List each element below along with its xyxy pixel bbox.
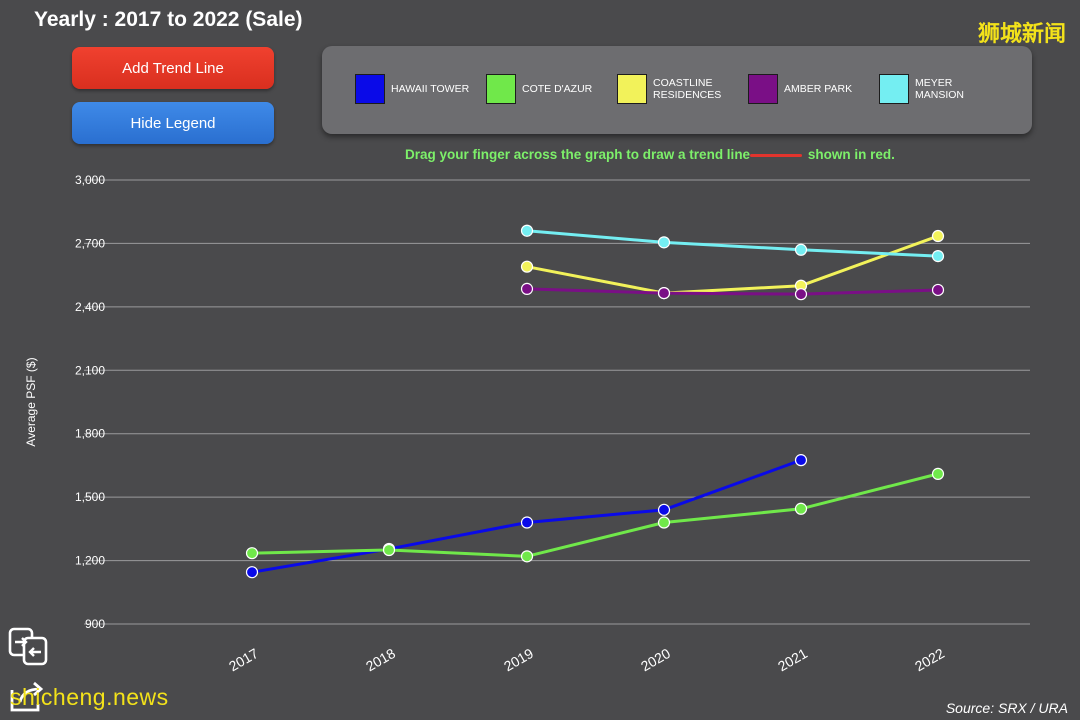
- share-icon[interactable]: [8, 676, 48, 716]
- x-tick-label: 2021: [775, 645, 810, 675]
- legend-item-amber-park: AMBER PARK: [748, 74, 872, 104]
- legend-panel: HAWAII TOWER COTE D'AZUR COASTLINE RESID…: [322, 46, 1032, 134]
- data-point: [794, 502, 808, 515]
- data-point: [931, 467, 945, 480]
- data-point: [794, 454, 808, 467]
- y-tick-label: 1,800: [75, 427, 105, 441]
- x-tick-label: 2017: [226, 645, 261, 675]
- chart-title: Yearly : 2017 to 2022 (Sale): [34, 8, 303, 31]
- series-amber-park: [520, 282, 945, 301]
- data-point: [657, 236, 671, 249]
- legend-item-coastline-residences: COASTLINE RESIDENCES: [617, 74, 741, 104]
- legend-item-cote-dazur: COTE D'AZUR: [486, 74, 610, 104]
- translate-icon[interactable]: [8, 626, 48, 666]
- data-point: [657, 287, 671, 300]
- x-tick-label: 2022: [912, 645, 947, 675]
- legend-swatch: [355, 74, 385, 104]
- legend-label: COTE D'AZUR: [522, 83, 593, 95]
- series-cote-d-azur: [245, 467, 945, 563]
- data-point: [931, 250, 945, 263]
- legend-label: AMBER PARK: [784, 83, 853, 95]
- series-line: [526, 229, 939, 258]
- y-tick-label: 1,500: [75, 490, 105, 504]
- y-tick-label: 2,700: [75, 236, 105, 250]
- watermark-site: shicheng.news: [10, 684, 169, 710]
- data-point: [520, 550, 534, 563]
- data-point: [931, 229, 945, 243]
- y-tick-label: 900: [85, 617, 105, 631]
- data-point: [382, 543, 396, 557]
- x-tick-label: 2018: [363, 645, 398, 675]
- y-tick-label: 2,400: [75, 300, 105, 314]
- data-point: [520, 260, 534, 273]
- data-point: [794, 288, 808, 301]
- instruction-text-end: shown in red.: [807, 147, 895, 162]
- trend-line-instruction: Drag your finger across the graph to dra…: [405, 147, 895, 162]
- data-point: [520, 516, 534, 529]
- data-point: [794, 243, 808, 256]
- hide-legend-button[interactable]: Hide Legend: [72, 102, 274, 144]
- x-tick-label: 2020: [638, 645, 673, 675]
- instruction-text: Drag your finger across the graph to dra…: [405, 147, 751, 162]
- trend-line-sample: [750, 153, 803, 157]
- x-tick-label: 2019: [501, 645, 536, 675]
- data-point: [931, 283, 945, 297]
- y-axis-label: Average PSF ($): [24, 357, 38, 446]
- series-line: [526, 234, 939, 295]
- legend-label: MEYER MANSION: [915, 77, 965, 101]
- series-line: [251, 472, 939, 558]
- legend-label: HAWAII TOWER: [391, 83, 470, 95]
- series-hawaii-tower: [245, 454, 808, 579]
- data-point: [657, 516, 671, 529]
- legend-swatch: [486, 74, 516, 104]
- y-tick-label: 2,100: [75, 363, 105, 377]
- legend-item-hawaii-tower: HAWAII TOWER: [355, 74, 479, 104]
- data-point: [657, 503, 671, 516]
- source-note: Source: SRX / URA: [945, 700, 1068, 716]
- data-point: [520, 282, 534, 295]
- legend-swatch: [617, 74, 647, 104]
- series-coastline-residences: [520, 229, 945, 300]
- watermark-chinese: 狮城新闻: [977, 21, 1066, 46]
- series-line: [526, 287, 939, 296]
- y-tick-label: 1,200: [75, 554, 105, 568]
- y-tick-label: 3,000: [75, 173, 105, 187]
- series-meyer-mansion: [520, 224, 945, 263]
- legend-item-meyer-mansion: MEYER MANSION: [879, 74, 1003, 104]
- legend-label: COASTLINE RESIDENCES: [653, 77, 722, 101]
- data-point: [520, 224, 534, 237]
- legend-swatch: [748, 74, 778, 104]
- legend-swatch: [879, 74, 909, 104]
- data-point: [245, 566, 259, 579]
- data-point: [245, 547, 259, 560]
- add-trend-line-button[interactable]: Add Trend Line: [72, 47, 274, 89]
